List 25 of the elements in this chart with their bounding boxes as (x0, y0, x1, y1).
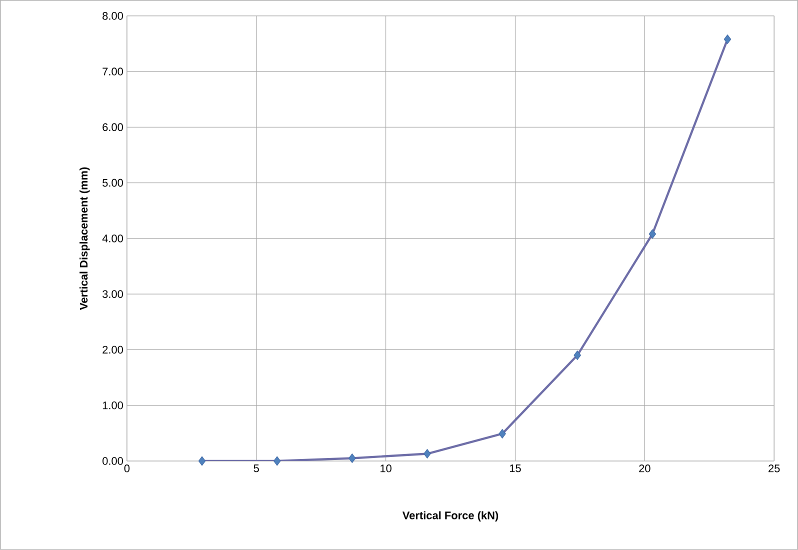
x-tick-label: 25 (768, 464, 780, 472)
point (648, 229, 656, 239)
x-tick-label: 20 (639, 464, 650, 472)
y-tick-label: 2.00 (102, 346, 123, 354)
y-tick-label: 7.00 (102, 68, 123, 76)
point (724, 34, 732, 44)
x-tick-label: 5 (254, 464, 259, 472)
y-tick-label: 3.00 (102, 290, 123, 298)
point (574, 350, 581, 360)
x-tick-label: 10 (380, 464, 392, 472)
y-tick-label: 0.00 (102, 457, 123, 465)
x-tick-label: 15 (510, 464, 521, 472)
y-tick-label: 4.00 (102, 234, 123, 242)
y-tick-label: 1.00 (102, 402, 123, 410)
x-axis-title: Vertical Force (kN) (402, 511, 498, 522)
point (498, 429, 506, 439)
point (273, 456, 281, 466)
point (198, 456, 206, 466)
y-tick-label: 5.00 (102, 178, 123, 187)
y-tick-label: 8.00 (102, 12, 123, 20)
x-tick-label: 0 (124, 464, 130, 472)
point (424, 449, 431, 459)
point (348, 454, 356, 463)
y-tick-label: 6.00 (102, 123, 123, 132)
y-axis-title: Vertical Displacement (mm) (80, 167, 90, 310)
